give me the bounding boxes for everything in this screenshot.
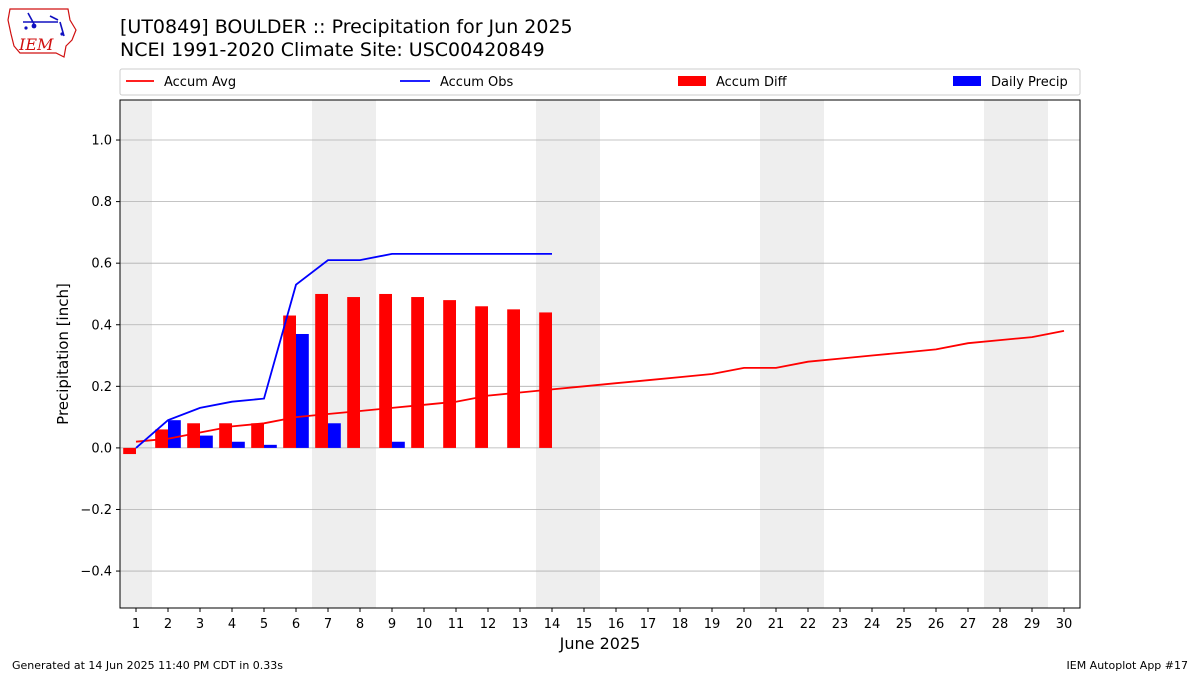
plot-frame — [119, 99, 1081, 609]
daily-precip-bar-day-3 — [200, 435, 213, 448]
daily-precip-bar-day-5 — [264, 444, 277, 448]
series-lines — [135, 252, 1065, 449]
legend-accum-avg-label: Accum Avg — [164, 75, 236, 90]
weekend-band-day-15 — [568, 100, 600, 608]
accum-diff-bar-day-1 — [123, 447, 136, 455]
weekend-band-day-29 — [1016, 100, 1048, 608]
y-tick-label: −0.4 — [80, 565, 112, 580]
legend-box — [119, 68, 1081, 96]
x-tick-label: 25 — [896, 617, 913, 632]
x-tick-label: 7 — [324, 617, 332, 632]
x-tick-label: 4 — [228, 617, 236, 632]
x-tick-label: 21 — [768, 617, 785, 632]
legend-daily-precip-swatch — [953, 76, 981, 86]
x-tick-label: 2 — [164, 617, 172, 632]
x-tick-label: 29 — [1024, 617, 1041, 632]
accum-diff-bar-day-12 — [475, 306, 488, 448]
x-tick-label: 1 — [132, 617, 140, 632]
accum-diff-bars — [123, 293, 552, 455]
daily-precip-bar-day-6 — [296, 333, 309, 448]
y-tick-label: 1.0 — [91, 134, 112, 149]
accum-diff-bar-day-11 — [443, 300, 456, 448]
legend-accum-diff-label: Accum Diff — [716, 75, 788, 90]
x-tick-label: 20 — [736, 617, 753, 632]
x-tick-label: 17 — [640, 617, 657, 632]
legend-accum-obs-label: Accum Obs — [440, 75, 513, 90]
x-axis-ticks: 1 2 3 4 5 6 7 8 9 10 11 12 13 14 15 16 17 18 19 20 21 22 23 24 2… — [132, 608, 1072, 632]
x-tick-label: 11 — [448, 617, 465, 632]
x-tick-label: 5 — [260, 617, 268, 632]
legend-accum-diff-swatch — [678, 76, 706, 86]
iem-logo: IEM — [7, 8, 77, 58]
weekend-shading — [120, 100, 1048, 608]
daily-precip-bars — [168, 333, 405, 448]
daily-precip-bar-day-2 — [168, 420, 181, 448]
accum-diff-bar-day-3 — [187, 423, 200, 448]
accum-diff-bar-day-6 — [283, 315, 296, 448]
accum-diff-bar-day-8 — [347, 297, 360, 448]
x-axis-label: June 2025 — [559, 634, 641, 653]
accum-diff-bar-day-14 — [539, 312, 552, 448]
y-tick-label: 0.2 — [91, 380, 112, 395]
x-tick-label: 3 — [196, 617, 204, 632]
weekend-band-day-1 — [120, 100, 152, 608]
y-tick-label: 0.4 — [91, 318, 112, 333]
weekend-band-day-21 — [760, 100, 792, 608]
accum-diff-bar-day-4 — [219, 423, 232, 448]
x-tick-label: 15 — [576, 617, 593, 632]
daily-precip-bar-day-9 — [392, 441, 405, 448]
x-tick-label: 27 — [960, 617, 977, 632]
x-tick-label: 12 — [480, 617, 497, 632]
accum-avg-line — [135, 330, 1065, 443]
accum-diff-bar-day-13 — [507, 309, 520, 448]
x-tick-label: 30 — [1056, 617, 1073, 632]
y-gridlines — [120, 139, 1080, 572]
weekend-band-day-28 — [984, 100, 1016, 608]
x-tick-label: 10 — [416, 617, 433, 632]
y-tick-label: 0.6 — [91, 257, 112, 272]
x-tick-label: 13 — [512, 617, 529, 632]
accum-diff-bar-day-9 — [379, 293, 392, 448]
weekend-band-day-22 — [792, 100, 824, 608]
y-tick-label: 0.0 — [91, 441, 112, 456]
x-tick-label: 6 — [292, 617, 300, 632]
daily-precip-bar-day-7 — [328, 423, 341, 448]
x-tick-label: 16 — [608, 617, 625, 632]
accum-diff-bar-day-5 — [251, 423, 264, 448]
chart-subtitle: NCEI 1991-2020 Climate Site: USC00420849 — [120, 39, 545, 61]
x-tick-label: 22 — [800, 617, 817, 632]
x-tick-label: 24 — [864, 617, 881, 632]
accum-diff-bar-day-10 — [411, 297, 424, 448]
x-tick-label: 23 — [832, 617, 849, 632]
accum-diff-bar-day-7 — [315, 293, 328, 448]
logo-text: IEM — [18, 35, 54, 54]
y-tick-label: −0.2 — [80, 503, 112, 518]
x-tick-label: 26 — [928, 617, 945, 632]
generated-timestamp: Generated at 14 Jun 2025 11:40 PM CDT in… — [12, 659, 284, 672]
x-tick-label: 14 — [544, 617, 561, 632]
legend-daily-precip-label: Daily Precip — [991, 75, 1068, 90]
chart-title: [UT0849] BOULDER :: Precipitation for Ju… — [120, 16, 573, 38]
x-tick-label: 28 — [992, 617, 1009, 632]
x-tick-label: 8 — [356, 617, 364, 632]
accum-obs-line — [135, 252, 552, 449]
x-tick-label: 19 — [704, 617, 721, 632]
y-axis-ticks: −0.4 −0.2 0.0 0.2 0.4 0.6 0.8 1.0 — [80, 134, 120, 580]
legend: Accum Avg Accum Obs Accum Diff Daily Pre… — [119, 68, 1081, 96]
y-axis-label: Precipitation [inch] — [54, 283, 72, 425]
x-tick-label: 18 — [672, 617, 689, 632]
y-tick-label: 0.8 — [91, 195, 112, 210]
x-tick-label: 9 — [388, 617, 396, 632]
daily-precip-bar-day-4 — [232, 441, 245, 448]
app-credit: IEM Autoplot App #17 — [1066, 659, 1189, 672]
